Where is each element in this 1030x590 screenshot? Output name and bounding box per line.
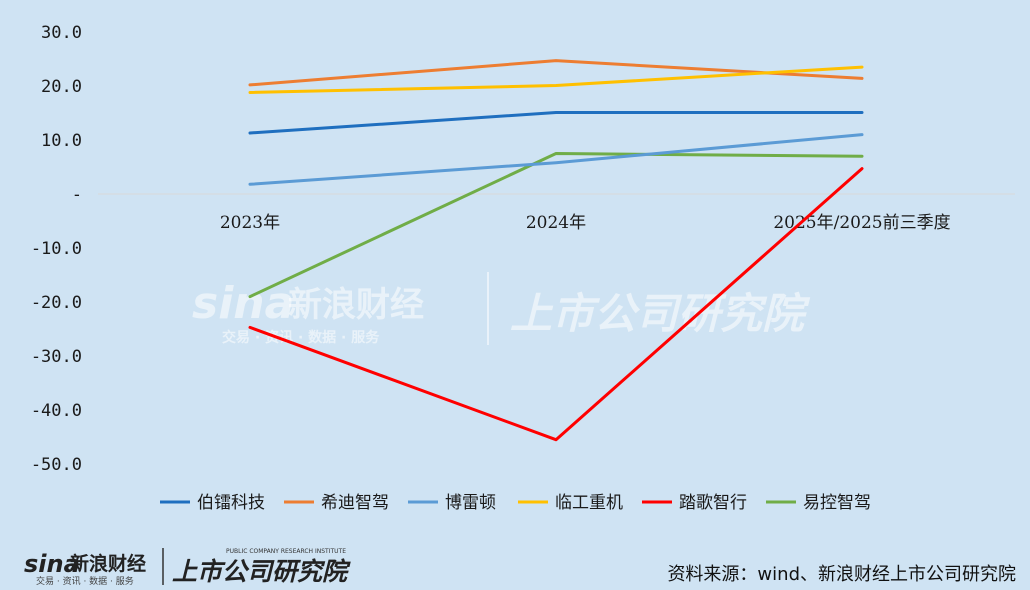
footer-logo-tagline: 交易 · 资讯 · 数据 · 服务 xyxy=(36,575,134,587)
series-line-1 xyxy=(248,111,864,135)
series-line-4 xyxy=(248,65,864,94)
watermark-institute: 上市公司研究院 xyxy=(510,289,811,338)
watermark-brand: sina xyxy=(192,278,294,329)
y-tick-label: -20.0 xyxy=(31,293,82,313)
legend-label: 伯镭科技 xyxy=(197,493,265,513)
footer-logo-name: 新浪财经 xyxy=(70,552,146,575)
y-tick-label: 30.0 xyxy=(41,23,82,43)
series-line-6 xyxy=(248,152,864,299)
y-tick-label: 10.0 xyxy=(41,131,82,151)
source-note: 资料来源：wind、新浪财经上市公司研究院 xyxy=(667,564,1016,585)
y-tick-label: -10.0 xyxy=(31,239,82,259)
y-tick-label: -50.0 xyxy=(31,455,82,475)
footer-institute: 上市公司研究院 xyxy=(172,557,351,586)
series-layer xyxy=(248,59,864,442)
watermark-name: 新浪财经 xyxy=(288,285,424,325)
legend-label: 希迪智驾 xyxy=(321,493,389,513)
footer-logo: sina 新浪财经 交易 · 资讯 · 数据 · 服务 PUBLIC COMPA… xyxy=(24,548,351,587)
legend-label: 博雷顿 xyxy=(445,493,496,513)
footer-institute-en: PUBLIC COMPANY RESEARCH INSTITUTE xyxy=(226,548,346,555)
x-tick-label: 2023年 xyxy=(220,213,280,233)
series-line-5 xyxy=(248,167,864,442)
y-tick-label: -30.0 xyxy=(31,347,82,367)
y-tick-label: - xyxy=(72,185,82,205)
footer-logo-brand: sina xyxy=(24,550,80,578)
watermark: sina 新浪财经 交易 · 资讯 · 数据 · 服务 上市公司研究院 xyxy=(192,272,811,346)
y-tick-label: -40.0 xyxy=(31,401,82,421)
x-tick-label: 2024年 xyxy=(526,213,586,233)
legend-label: 易控智驾 xyxy=(803,493,871,513)
watermark-tagline: 交易 · 资讯 · 数据 · 服务 xyxy=(222,329,380,346)
legend-label: 踏歌智行 xyxy=(679,493,747,513)
y-axis: 30.0 20.0 10.0 - -10.0 -20.0 -30.0 -40.0 -50.0 xyxy=(31,23,82,475)
x-axis: 2023年 2024年 2025年/2025前三季度 xyxy=(98,193,1015,233)
series-line-3 xyxy=(248,133,864,186)
y-tick-label: 20.0 xyxy=(41,77,82,97)
legend-label: 临工重机 xyxy=(555,493,623,513)
x-tick-label: 2025年/2025前三季度 xyxy=(773,213,950,233)
legend: 伯镭科技 希迪智驾 博雷顿 临工重机 踏歌智行 易控智驾 xyxy=(160,493,871,513)
